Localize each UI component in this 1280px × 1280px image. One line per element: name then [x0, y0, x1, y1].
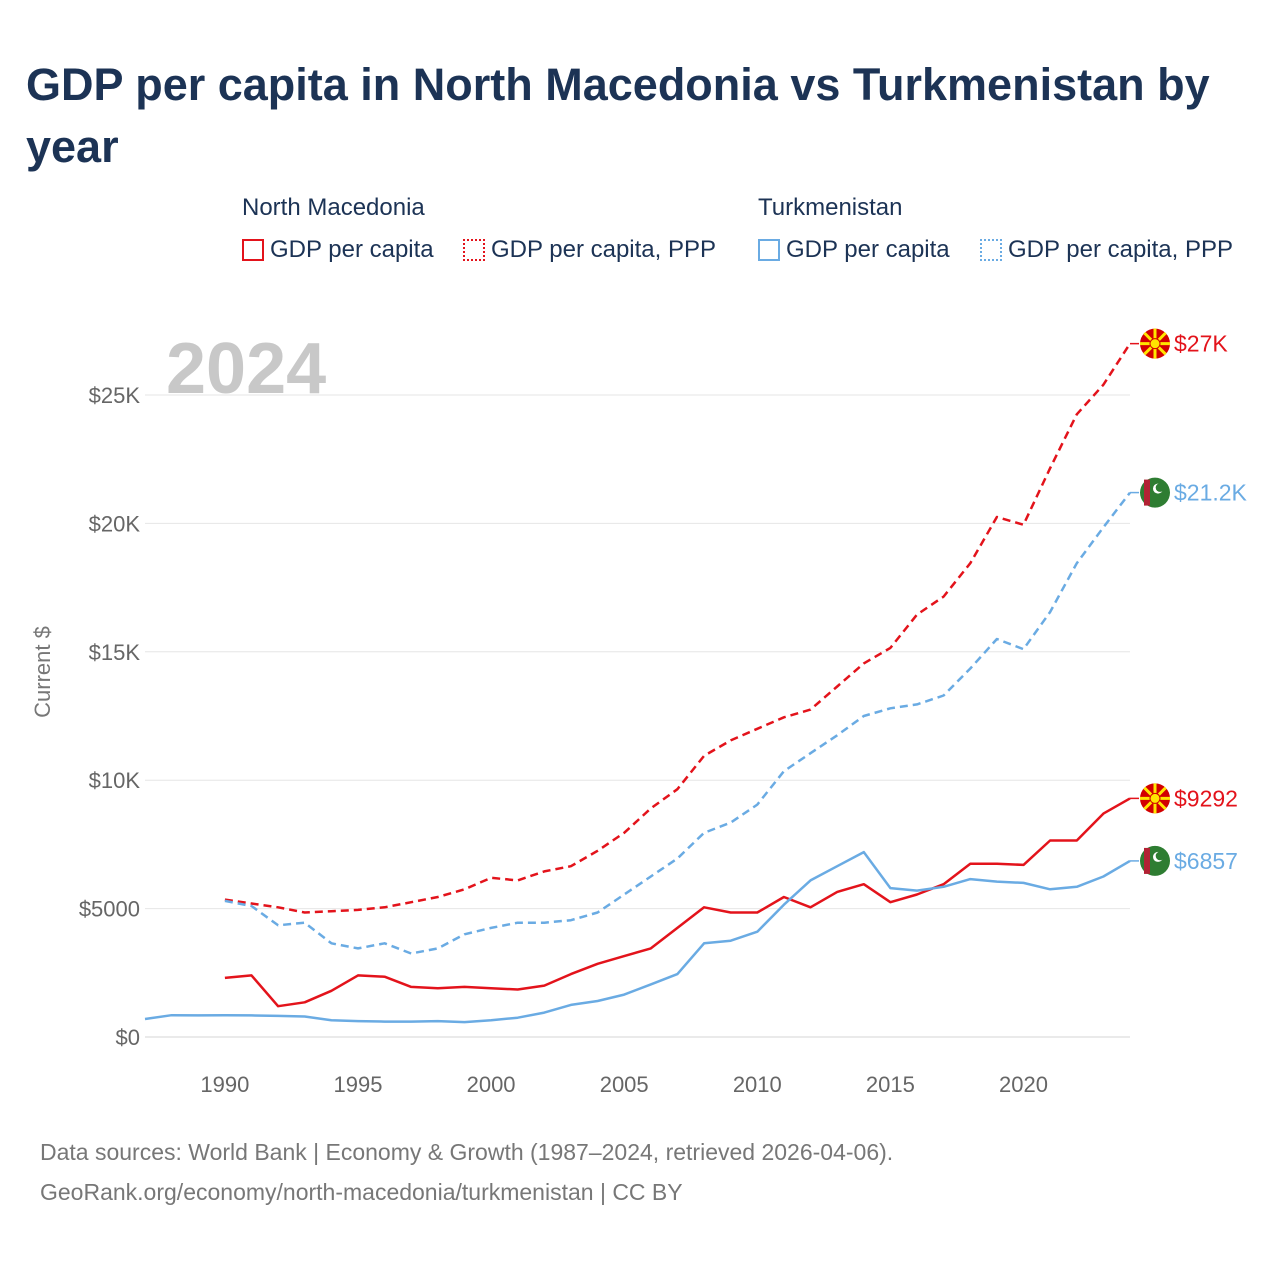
series-line[interactable]	[224, 342, 1132, 914]
y-tick-label: $0	[116, 1025, 140, 1050]
footer-link[interactable]: GeoRank.org/economy/north-macedonia/turk…	[40, 1179, 683, 1205]
legend-swatch-dotted-blue	[980, 239, 1002, 261]
end-value-label: $21.2K	[1174, 480, 1248, 506]
chart-title: GDP per capita in North Macedonia vs Tur…	[26, 59, 1210, 172]
y-tick-label: $25K	[89, 383, 141, 408]
x-tick-label: 2020	[999, 1072, 1048, 1097]
legend-swatch-solid-red	[242, 239, 264, 261]
legend-label: GDP per capita	[270, 236, 434, 263]
x-tick-label: 2000	[467, 1072, 516, 1097]
year-watermark: 2024	[166, 329, 326, 409]
legend-heading-north-macedonia: North Macedonia	[242, 194, 425, 221]
crescent-cutout	[1155, 483, 1165, 492]
end-value-label: $27K	[1174, 331, 1228, 357]
series-line[interactable]	[144, 850, 1131, 1024]
legend-item-turkmenistan-gdp[interactable]: GDP per capita	[758, 236, 950, 264]
x-tick-label: 2005	[600, 1072, 649, 1097]
legend-item-north-macedonia-gdp[interactable]: GDP per capita	[242, 236, 434, 264]
flag-carpet-stripe-icon	[1144, 847, 1150, 874]
flag-carpet-stripe-icon	[1144, 479, 1150, 506]
legend-label: GDP per capita, PPP	[491, 236, 716, 263]
legend-label: GDP per capita	[786, 236, 950, 263]
end-value-label: $9292	[1174, 785, 1238, 811]
sun-disc-icon	[1149, 338, 1161, 350]
legend-item-turkmenistan-gdp-ppp[interactable]: GDP per capita, PPP	[980, 236, 1233, 264]
legend-swatch-solid-blue	[758, 239, 780, 261]
y-tick-label: $20K	[89, 511, 141, 536]
x-tick-label: 1990	[200, 1072, 249, 1097]
end-value-label: $6857	[1174, 848, 1238, 874]
x-tick-label: 2015	[866, 1072, 915, 1097]
y-tick-label: $15K	[89, 640, 141, 665]
legend-swatch-dotted-red	[463, 239, 485, 261]
legend-item-north-macedonia-gdp-ppp[interactable]: GDP per capita, PPP	[463, 236, 716, 264]
y-tick-label: $10K	[89, 768, 141, 793]
series-line[interactable]	[224, 797, 1131, 1008]
y-axis-label: Current $	[30, 626, 55, 718]
x-tick-label: 1995	[333, 1072, 382, 1097]
series-line[interactable]	[224, 491, 1131, 955]
x-tick-label: 2010	[733, 1072, 782, 1097]
legend-heading-turkmenistan: Turkmenistan	[758, 194, 903, 221]
legend-label: GDP per capita, PPP	[1008, 236, 1233, 263]
sun-disc-icon	[1149, 792, 1161, 804]
footer-sources: Data sources: World Bank | Economy & Gro…	[40, 1139, 894, 1165]
crescent-cutout	[1155, 851, 1165, 861]
y-tick-label: $5000	[79, 897, 140, 922]
